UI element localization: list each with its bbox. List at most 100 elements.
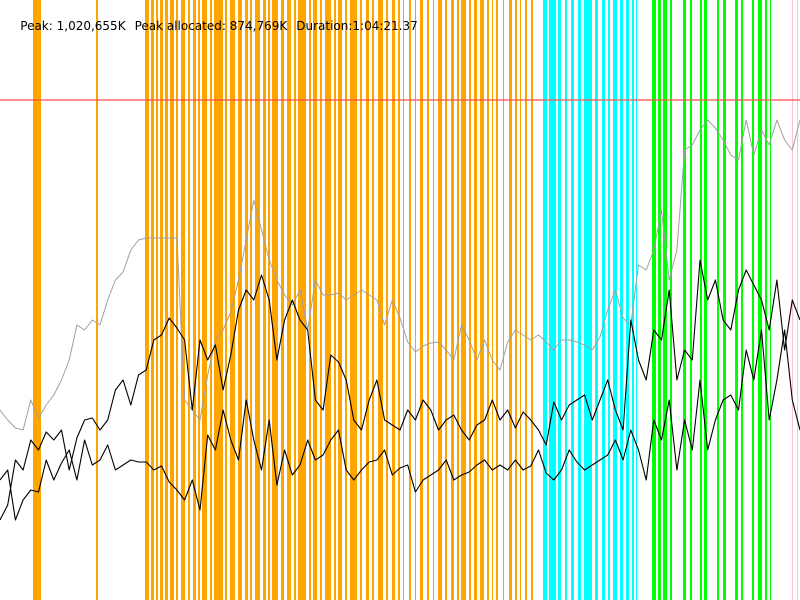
orange-band-16 xyxy=(225,0,227,600)
orange-band-57 xyxy=(480,0,484,600)
orange-band-33 xyxy=(334,0,336,600)
orange-band-9 xyxy=(181,0,185,600)
orange-band-45 xyxy=(409,0,411,600)
orange-band-49 xyxy=(433,0,434,600)
orange-band-21 xyxy=(255,0,260,600)
orange-band-8 xyxy=(176,0,178,600)
orange-band-56 xyxy=(474,0,477,600)
green-band-93 xyxy=(741,0,743,600)
orange-band-48 xyxy=(427,0,429,600)
cyan-band-74 xyxy=(595,0,598,600)
orange-band-2 xyxy=(145,0,149,600)
cyan-band-68 xyxy=(549,0,556,600)
event-bands xyxy=(33,0,798,600)
orange-band-54 xyxy=(461,0,466,600)
orange-band-34 xyxy=(338,0,342,600)
green-band-85 xyxy=(670,0,672,600)
green-band-84 xyxy=(663,0,667,600)
orange-band-53 xyxy=(457,0,459,600)
orange-band-66 xyxy=(531,0,533,600)
green-band-88 xyxy=(700,0,702,600)
orange-band-0 xyxy=(33,0,41,600)
orange-band-52 xyxy=(451,0,454,600)
orange-band-46 xyxy=(415,0,416,600)
orange-band-39 xyxy=(372,0,374,600)
orange-band-6 xyxy=(165,0,168,600)
orange-band-59 xyxy=(492,0,493,600)
orange-band-15 xyxy=(214,0,223,600)
orange-band-20 xyxy=(250,0,252,600)
orange-band-19 xyxy=(245,0,248,600)
cyan-band-76 xyxy=(608,0,610,600)
orange-band-14 xyxy=(210,0,212,600)
middle-series-line xyxy=(0,259,800,521)
orange-band-18 xyxy=(238,0,242,600)
green-band-96 xyxy=(765,0,767,600)
green-band-90 xyxy=(717,0,719,600)
cyan-band-80 xyxy=(632,0,634,600)
orange-band-51 xyxy=(445,0,447,600)
orange-band-43 xyxy=(398,0,400,600)
orange-band-13 xyxy=(202,0,207,600)
cyan-band-71 xyxy=(571,0,574,600)
cyan-band-77 xyxy=(613,0,617,600)
orange-band-29 xyxy=(309,0,311,600)
green-band-86 xyxy=(683,0,686,600)
upper-series-line xyxy=(0,119,800,431)
orange-band-65 xyxy=(525,0,527,600)
orange-band-17 xyxy=(230,0,235,600)
orange-band-64 xyxy=(520,0,521,600)
pink-band-99 xyxy=(797,0,798,600)
orange-band-25 xyxy=(281,0,284,600)
orange-band-3 xyxy=(151,0,154,600)
orange-band-22 xyxy=(263,0,266,600)
orange-band-38 xyxy=(366,0,369,600)
orange-band-31 xyxy=(320,0,322,600)
cyan-band-78 xyxy=(620,0,623,600)
orange-band-44 xyxy=(403,0,404,600)
green-band-82 xyxy=(652,0,656,600)
orange-band-5 xyxy=(160,0,163,600)
cyan-band-75 xyxy=(602,0,605,600)
orange-band-37 xyxy=(360,0,362,600)
cyan-band-69 xyxy=(558,0,561,600)
orange-band-1 xyxy=(96,0,98,600)
orange-band-12 xyxy=(198,0,200,600)
cyan-band-79 xyxy=(626,0,629,600)
orange-band-58 xyxy=(487,0,489,600)
orange-band-41 xyxy=(386,0,388,600)
orange-band-4 xyxy=(156,0,158,600)
cyan-band-81 xyxy=(636,0,637,600)
orange-band-50 xyxy=(438,0,442,600)
orange-band-10 xyxy=(188,0,190,600)
orange-band-62 xyxy=(509,0,512,600)
orange-band-60 xyxy=(496,0,498,600)
green-band-83 xyxy=(658,0,661,600)
cyan-band-67 xyxy=(543,0,547,600)
cyan-band-72 xyxy=(578,0,581,600)
green-band-89 xyxy=(704,0,707,600)
cyan-band-70 xyxy=(565,0,567,600)
orange-band-47 xyxy=(420,0,423,600)
orange-band-36 xyxy=(350,0,357,600)
orange-band-32 xyxy=(325,0,331,600)
green-band-95 xyxy=(758,0,762,600)
orange-band-63 xyxy=(515,0,517,600)
green-band-97 xyxy=(770,0,771,600)
orange-band-40 xyxy=(378,0,383,600)
orange-band-61 xyxy=(503,0,504,600)
green-band-94 xyxy=(752,0,754,600)
orange-band-55 xyxy=(469,0,471,600)
green-band-91 xyxy=(723,0,726,600)
orange-band-11 xyxy=(193,0,196,600)
cyan-band-73 xyxy=(584,0,592,600)
orange-band-42 xyxy=(392,0,395,600)
lower-series-line xyxy=(0,329,800,521)
green-band-87 xyxy=(690,0,692,600)
orange-band-24 xyxy=(272,0,278,600)
orange-band-30 xyxy=(313,0,317,600)
series-lines xyxy=(0,119,800,521)
orange-band-7 xyxy=(170,0,174,600)
